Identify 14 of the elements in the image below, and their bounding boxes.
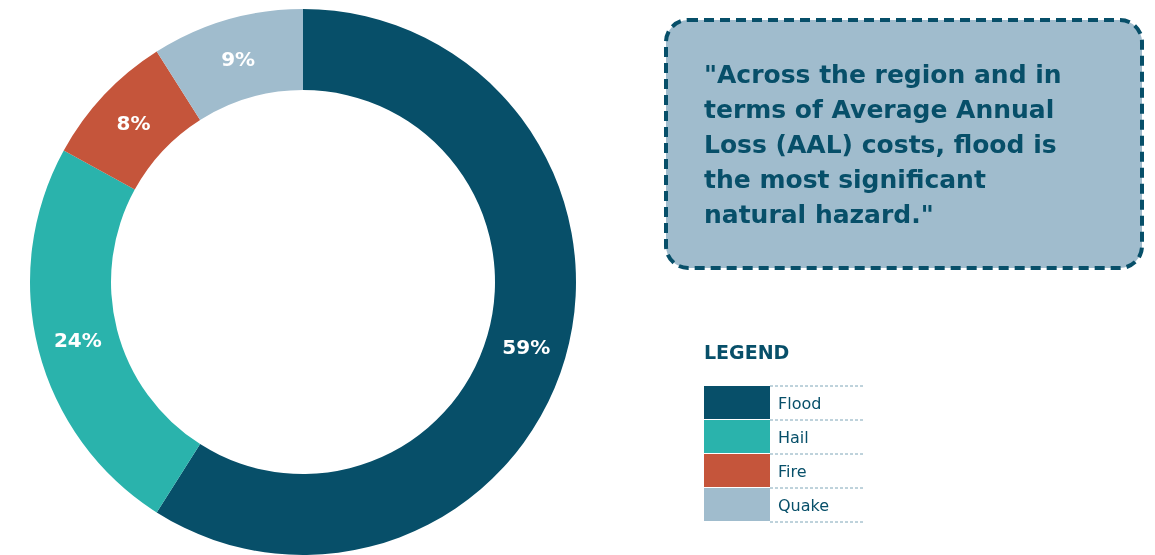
legend-label: Flood bbox=[778, 393, 822, 413]
donut-slice bbox=[156, 9, 576, 555]
data-label: 9% bbox=[221, 46, 256, 71]
donut-slice bbox=[63, 51, 201, 190]
donut-slice bbox=[30, 150, 201, 513]
data-label: 24% bbox=[53, 327, 102, 352]
legend-label: Fire bbox=[778, 461, 807, 481]
legend-title: LEGEND bbox=[704, 341, 790, 363]
legend-label: Quake bbox=[778, 495, 830, 515]
donut-slice bbox=[156, 9, 303, 120]
data-label: 59% bbox=[502, 334, 551, 359]
legend-label: Hail bbox=[778, 427, 809, 447]
data-label: 8% bbox=[116, 110, 151, 135]
text: "Across the region and in terms of Average Annual Loss (AAL) costs, flood is the most significant natural hazard." bbox=[704, 60, 1062, 229]
